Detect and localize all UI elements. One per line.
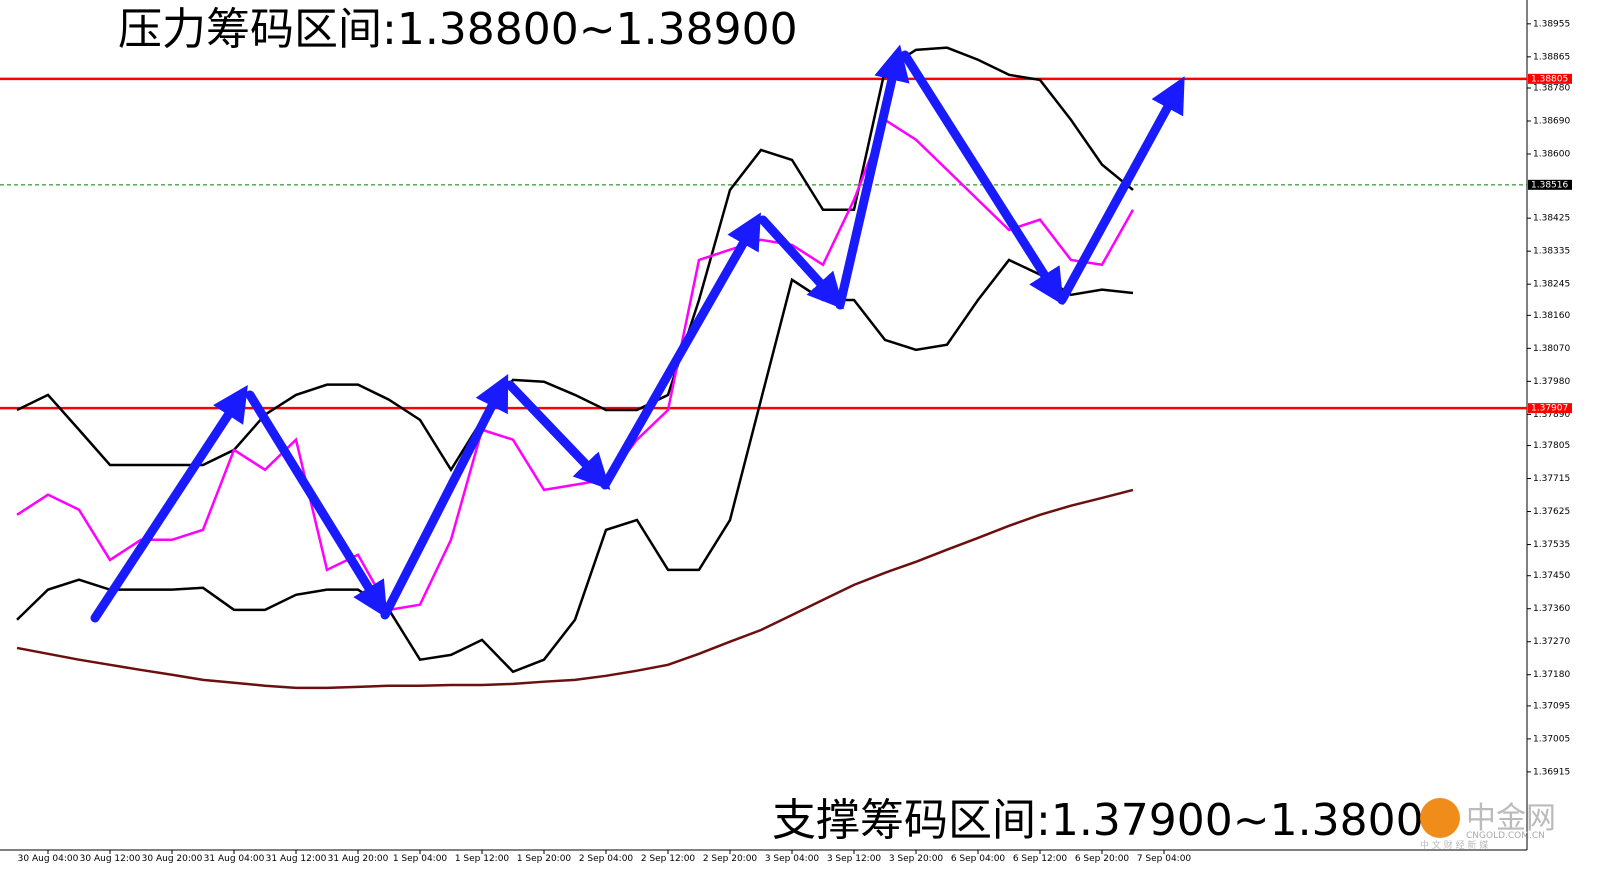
y-tick-label: 1.38780 [1533, 84, 1570, 94]
y-tick-label: 1.38335 [1533, 247, 1570, 257]
x-tick-label: 2 Sep 20:00 [703, 854, 758, 864]
logo-slogan: 中 文 财 经 新 媒 [1420, 839, 1488, 851]
arrow [1057, 76, 1185, 305]
y-tick-label: 1.36915 [1533, 767, 1570, 777]
x-tick-label: 3 Sep 04:00 [765, 854, 820, 864]
level-label: 1.38805 [1531, 74, 1568, 84]
x-tick-label: 31 Aug 20:00 [328, 854, 389, 864]
y-tick-label: 1.38160 [1533, 311, 1570, 321]
y-tick-label: 1.37980 [1533, 377, 1570, 387]
arrows [90, 44, 1185, 623]
x-tick-label: 3 Sep 12:00 [827, 854, 882, 864]
arrow [900, 50, 1064, 306]
logo-domain: CNGOLD.COM.CN [1466, 831, 1545, 841]
y-tick-label: 1.37890 [1533, 410, 1570, 420]
annotation: 压力筹码区间:1.38800~1.38900 [118, 4, 798, 55]
x-tick-label: 30 Aug 04:00 [18, 854, 79, 864]
y-tick-label: 1.37625 [1533, 507, 1570, 517]
x-tick-label: 30 Aug 20:00 [142, 854, 203, 864]
y-tick-label: 1.38070 [1533, 344, 1570, 354]
arrow [835, 44, 910, 310]
arrow [505, 380, 611, 491]
watermark-logo: 中金网 CNGOLD.COM.CN 中 文 财 经 新 媒 [1420, 798, 1556, 851]
arrow [600, 212, 761, 490]
x-tick-label: 6 Sep 12:00 [1013, 854, 1068, 864]
series-line [16, 488, 1134, 690]
arrow [758, 215, 845, 310]
y-tick-label: 1.38425 [1533, 214, 1570, 224]
arrow [245, 390, 388, 619]
logo-text: 中金网 [1466, 801, 1556, 836]
y-tick-label: 1.38245 [1533, 280, 1570, 290]
arrow [90, 384, 248, 623]
plot-area [0, 0, 1527, 850]
y-tick-label: 1.38690 [1533, 117, 1570, 127]
y-tick-label: 1.37005 [1533, 734, 1570, 744]
arrow [380, 373, 509, 620]
level-label-box [1528, 403, 1572, 414]
x-tick-label: 2 Sep 12:00 [641, 854, 696, 864]
x-tick-label: 30 Aug 12:00 [80, 854, 141, 864]
x-tick-label: 2 Sep 04:00 [579, 854, 634, 864]
y-tick-label: 1.37180 [1533, 670, 1570, 680]
level-label-box [1528, 73, 1572, 84]
y-tick-label: 1.37535 [1533, 540, 1570, 550]
y-tick-label: 1.37450 [1533, 571, 1570, 581]
series-line [16, 46, 1134, 473]
x-tick-label: 3 Sep 20:00 [889, 854, 944, 864]
x-tick-label: 7 Sep 04:00 [1137, 854, 1192, 864]
y-tick-label: 1.37095 [1533, 701, 1570, 711]
x-tick-label: 31 Aug 04:00 [204, 854, 265, 864]
y-tick-label: 1.38955 [1533, 19, 1570, 29]
y-tick-label: 1.37715 [1533, 474, 1570, 484]
level-label: 1.38516 [1531, 180, 1568, 190]
y-tick-label: 1.38865 [1533, 52, 1570, 62]
y-tick-label: 1.38600 [1533, 150, 1570, 160]
series-line [16, 258, 1134, 674]
x-tick-label: 1 Sep 12:00 [455, 854, 510, 864]
y-tick-label: 1.37270 [1533, 637, 1570, 647]
series-layer [0, 46, 1527, 690]
x-tick-label: 1 Sep 04:00 [393, 854, 448, 864]
y-tick-label: 1.37360 [1533, 604, 1570, 614]
x-tick-label: 6 Sep 20:00 [1075, 854, 1130, 864]
x-tick-label: 1 Sep 20:00 [517, 854, 572, 864]
level-label: 1.37907 [1531, 404, 1568, 414]
y-tick-label: 1.37805 [1533, 441, 1570, 451]
x-tick-label: 31 Aug 12:00 [266, 854, 327, 864]
x-tick-label: 6 Sep 04:00 [951, 854, 1006, 864]
annotation: 支撑筹码区间:1.37900~1.38000 [772, 795, 1452, 846]
logo-icon [1420, 798, 1460, 838]
level-label-box [1528, 179, 1572, 190]
